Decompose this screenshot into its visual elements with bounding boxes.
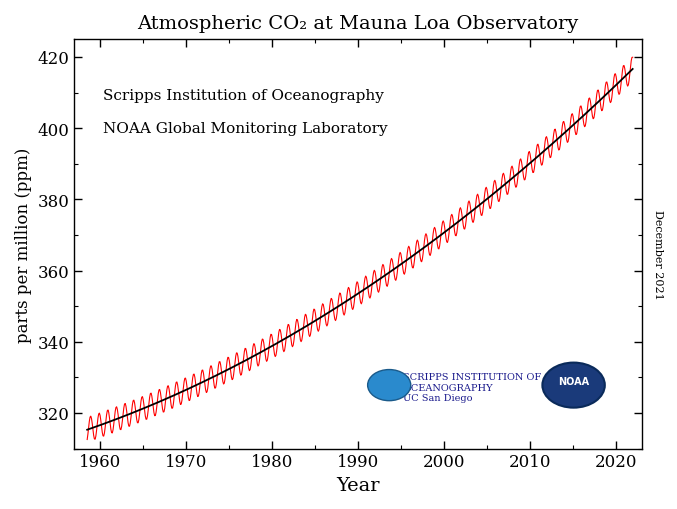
Text: December 2021: December 2021	[653, 210, 663, 299]
Text: NOAA: NOAA	[558, 376, 589, 386]
Text: SCRIPPS INSTITUTION OF
OCEANOGRAPHY
UC San Diego: SCRIPPS INSTITUTION OF OCEANOGRAPHY UC S…	[403, 373, 542, 402]
Title: Atmospheric CO₂ at Mauna Loa Observatory: Atmospheric CO₂ at Mauna Loa Observatory	[137, 15, 579, 33]
Text: NOAA Global Monitoring Laboratory: NOAA Global Monitoring Laboratory	[103, 122, 387, 136]
X-axis label: Year: Year	[336, 476, 380, 494]
Circle shape	[542, 363, 605, 408]
Text: Scripps Institution of Oceanography: Scripps Institution of Oceanography	[103, 89, 384, 103]
Y-axis label: parts per million (ppm): parts per million (ppm)	[15, 147, 32, 342]
Circle shape	[368, 370, 411, 401]
